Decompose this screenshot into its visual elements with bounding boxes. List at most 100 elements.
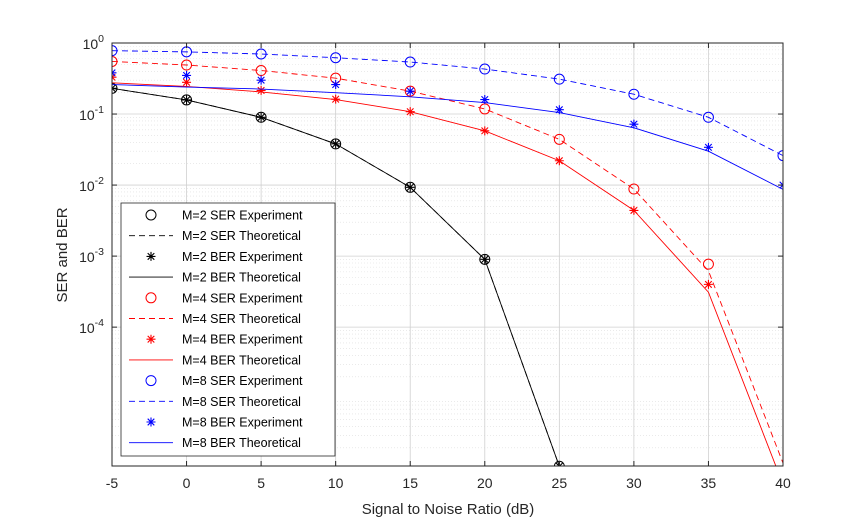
series-9: [112, 50, 783, 156]
series-line: [112, 87, 560, 466]
series-4: [112, 55, 714, 270]
legend-label: M=2 BER Experiment: [182, 250, 303, 264]
y-tick-base: 10: [79, 178, 95, 194]
legend-marker: [146, 251, 156, 261]
legend-item: M=8 BER Experiment: [146, 416, 303, 430]
data-point: [703, 279, 713, 289]
legend-box: [120, 202, 336, 457]
data-point: [256, 75, 266, 85]
data-point: [181, 59, 193, 71]
y-tick-exponent: -3: [95, 246, 104, 258]
legend-marker: [145, 292, 157, 304]
x-tick-label: 25: [552, 475, 568, 491]
series-7: [112, 82, 777, 466]
series-line: [112, 82, 777, 466]
data-point: [479, 63, 491, 75]
x-axis-label: Signal to Noise Ratio (dB): [362, 501, 535, 518]
data-point: [182, 77, 192, 87]
series-line: [112, 50, 783, 156]
legend-item: M=8 SER Theoretical: [129, 395, 301, 409]
legend-label: M=8 SER Theoretical: [182, 395, 301, 409]
y-tick-exponent: -2: [95, 175, 104, 187]
legend-item: M=2 BER Theoretical: [129, 271, 301, 285]
legend-item: M=4 SER Theoretical: [129, 312, 301, 326]
data-point: [702, 258, 714, 270]
y-tick-base: 10: [79, 249, 95, 265]
y-tick-base: 10: [83, 36, 99, 52]
x-tick-label: 5: [257, 475, 265, 491]
y-tick-label: 100: [83, 33, 105, 52]
legend-marker: [145, 375, 157, 387]
legend-item: M=2 SER Experiment: [145, 209, 303, 223]
y-tick-label: 10-4: [79, 317, 104, 336]
y-tick-base: 10: [79, 107, 95, 123]
y-tick-exponent: -1: [95, 104, 104, 116]
x-tick-label: 40: [775, 475, 791, 491]
legend-item: M=4 SER Experiment: [145, 291, 303, 305]
series-5: [112, 60, 783, 464]
data-point: [181, 94, 193, 106]
data-point: [330, 52, 342, 64]
data-point: [112, 82, 118, 94]
legend-label: M=4 SER Experiment: [182, 291, 303, 305]
y-tick-exponent: -4: [95, 317, 104, 329]
series-11: [112, 84, 783, 190]
legend-item: M=2 SER Theoretical: [129, 229, 301, 243]
x-tick-label: 10: [328, 475, 344, 491]
x-tick-label: 30: [626, 475, 642, 491]
data-point: [404, 85, 416, 97]
series-line: [112, 60, 783, 464]
data-point: [554, 105, 564, 115]
legend-label: M=8 BER Experiment: [182, 416, 303, 430]
legend-label: M=4 BER Theoretical: [182, 353, 301, 367]
x-tick-label: -5: [106, 475, 119, 491]
x-tick-label: 0: [183, 475, 191, 491]
data-point: [703, 142, 713, 152]
y-tick-exponent: 0: [98, 33, 104, 45]
legend-label: M=8 SER Experiment: [182, 374, 303, 388]
legend-marker: [146, 334, 156, 344]
x-tick-label: 15: [402, 475, 418, 491]
legend-label: M=4 BER Experiment: [182, 333, 303, 347]
legend-item: M=8 SER Experiment: [145, 374, 303, 388]
legend-marker: [145, 209, 157, 221]
data-point: [330, 138, 342, 150]
data-point: [479, 253, 491, 265]
data-point: [702, 111, 714, 123]
legend-item: M=4 BER Experiment: [146, 333, 303, 347]
series-3: [112, 87, 560, 466]
data-point: [182, 70, 192, 80]
data-point: [404, 181, 416, 193]
data-point: [628, 88, 640, 100]
y-axis-label: SER and BER: [54, 207, 71, 302]
data-point: [553, 73, 565, 85]
legend-item: M=2 BER Experiment: [146, 250, 303, 264]
data-point: [331, 80, 341, 90]
legend-label: M=8 BER Theoretical: [182, 436, 301, 450]
x-tick-label: 35: [701, 475, 717, 491]
data-point: [628, 183, 640, 195]
legend-label: M=2 BER Theoretical: [182, 271, 301, 285]
y-tick-label: 10-2: [79, 175, 104, 194]
legend: M=2 SER Experiment M=2 SER Theoretical M=2…: [120, 202, 336, 457]
data-point: [405, 86, 415, 96]
data-point: [480, 95, 490, 105]
series-line: [112, 84, 783, 190]
x-tick-label: 20: [477, 475, 493, 491]
legend-label: M=2 SER Theoretical: [182, 229, 301, 243]
axes-box: [111, 42, 784, 467]
data-point: [777, 150, 783, 162]
legend-label: M=4 SER Theoretical: [182, 312, 301, 326]
y-tick-label: 10-3: [79, 246, 104, 265]
legend-marker: [146, 417, 156, 427]
series-10: [112, 68, 783, 190]
legend-item: M=4 BER Theoretical: [129, 353, 301, 367]
y-tick-label: 10-1: [79, 104, 104, 123]
data-point: [629, 119, 639, 129]
legend-item: M=8 BER Theoretical: [129, 436, 301, 450]
y-tick-base: 10: [79, 320, 95, 336]
data-point: [256, 85, 266, 95]
